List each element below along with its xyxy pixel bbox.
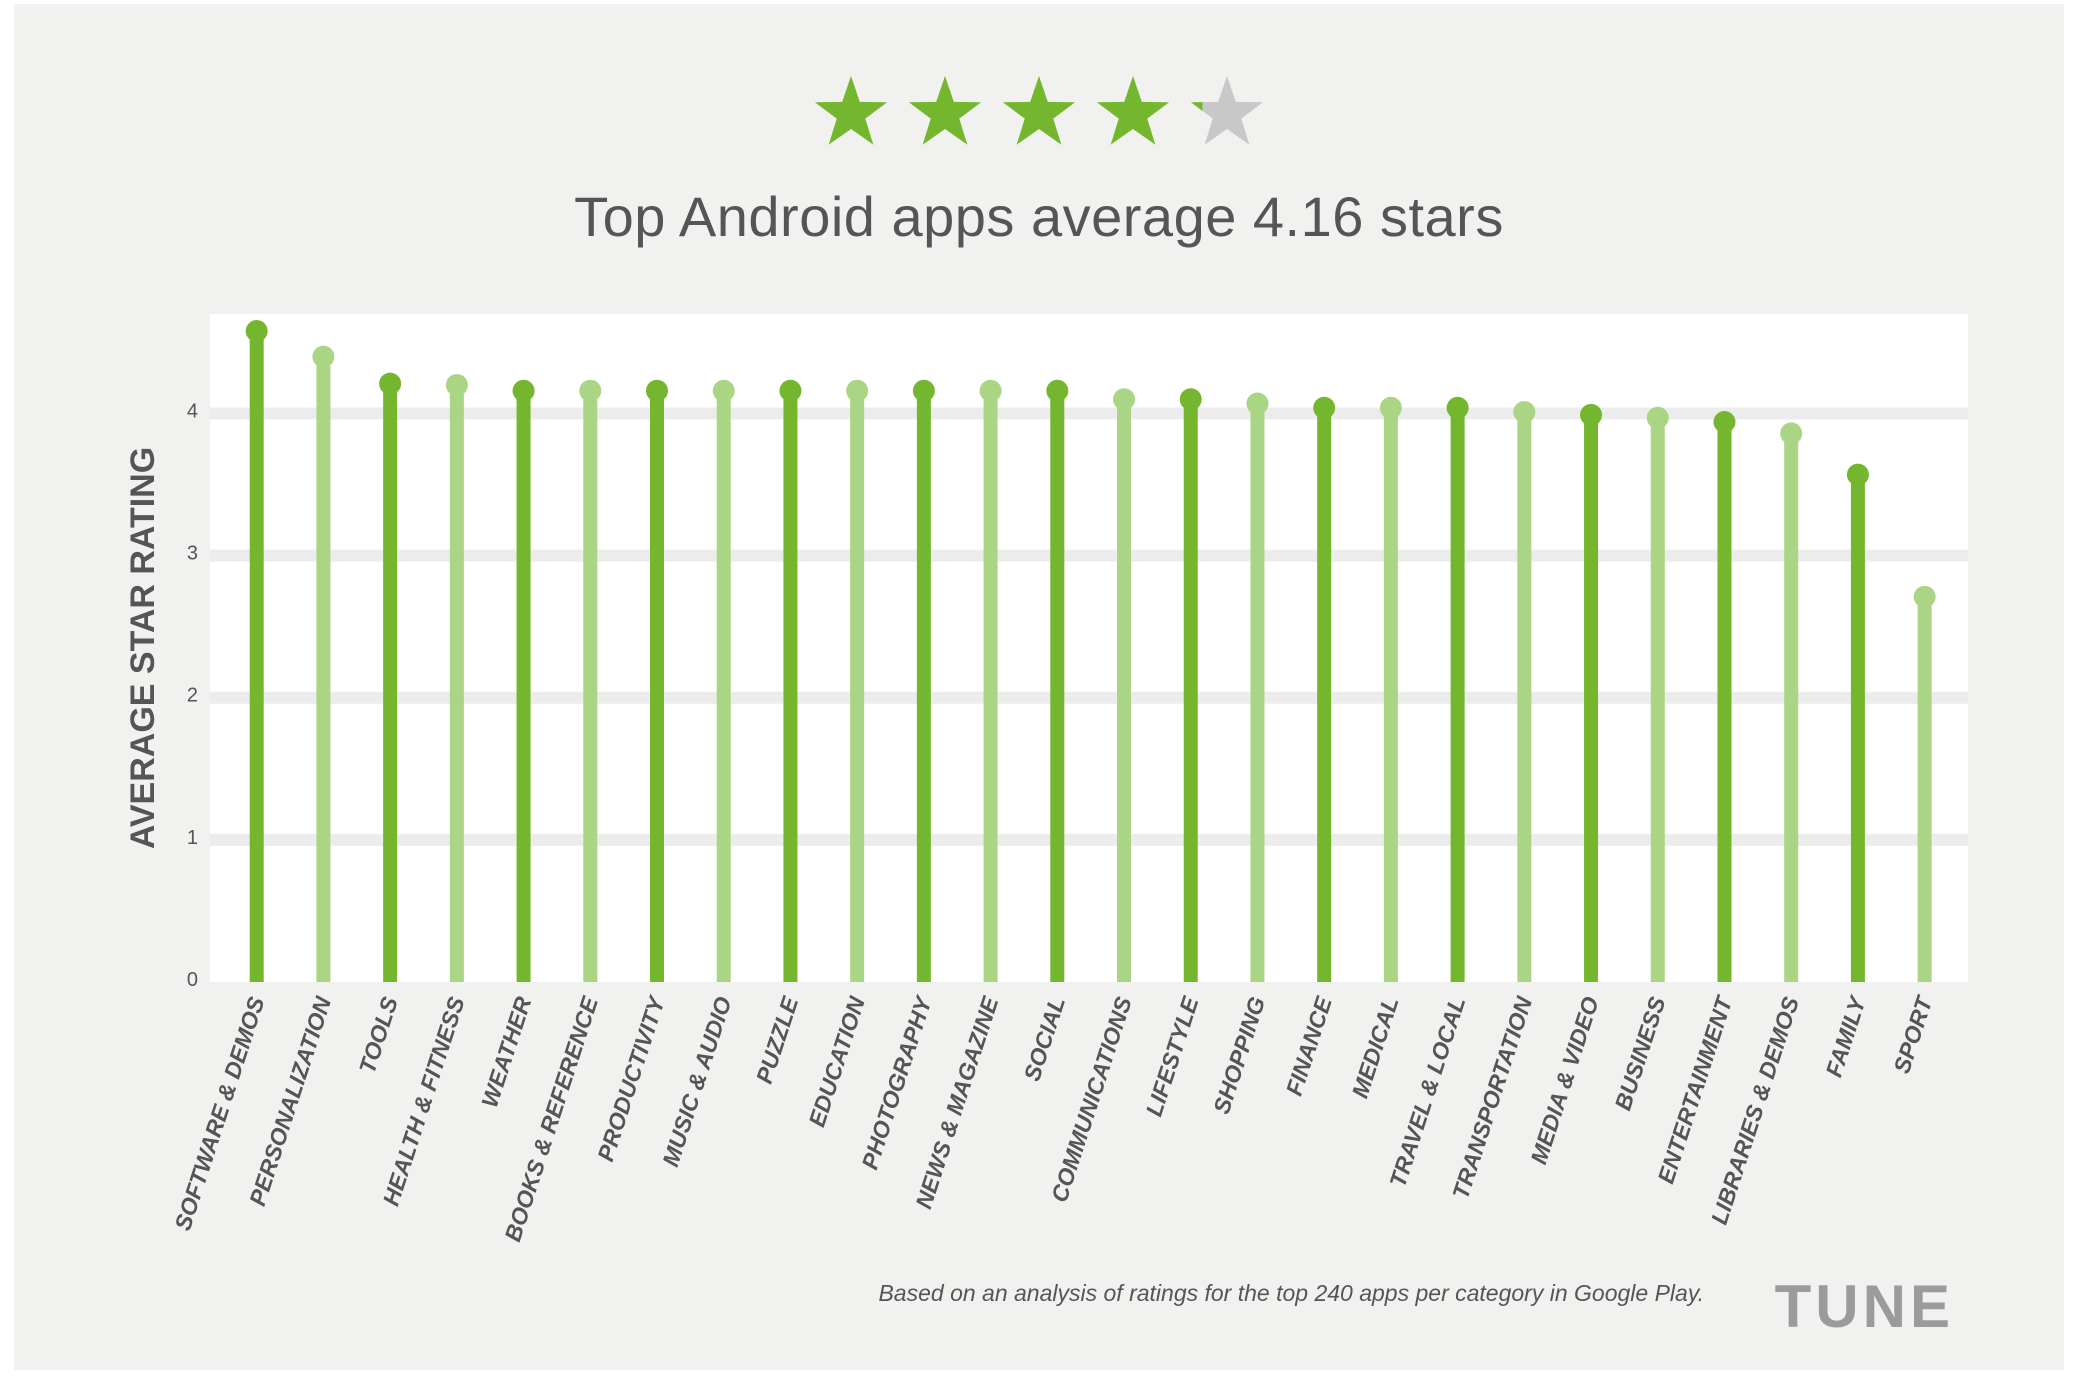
star-icon: [814, 76, 888, 145]
lollipop-dot: [445, 374, 468, 397]
lollipop-dot: [1379, 396, 1402, 419]
y-tick-label: 1: [187, 827, 198, 849]
lollipop-dot: [1580, 403, 1603, 426]
x-tick-label: MUSIC & AUDIO: [657, 993, 736, 1169]
x-tick-label: BUSINESS: [1609, 993, 1670, 1113]
plot-area: [210, 314, 1968, 982]
lollipop-dot: [579, 379, 602, 402]
chart-title: Top Android apps average 4.16 stars: [574, 185, 1504, 248]
y-tick-label: 2: [187, 685, 198, 707]
x-tick-label: FINANCE: [1281, 993, 1338, 1099]
x-tick-label: SPORT: [1888, 992, 1938, 1077]
x-tick-label: PRODUCTIVITY: [592, 991, 670, 1164]
y-tick-label: 4: [187, 400, 198, 422]
x-tick-label: MEDICAL: [1347, 994, 1404, 1102]
star-icon: [1002, 76, 1076, 145]
lollipop-dot: [1113, 388, 1136, 411]
infographic-card: Top Android apps average 4.16 stars 0 1 2 3…: [14, 4, 2064, 1370]
x-tick-label: SOCIAL: [1018, 994, 1070, 1085]
y-tick-label: 3: [187, 543, 198, 565]
lollipop-dot: [779, 379, 802, 402]
gridline: [210, 833, 1968, 846]
x-tick-label: TOOLS: [354, 993, 403, 1077]
star-icon: [1190, 76, 1264, 145]
lollipop-dot: [312, 345, 335, 368]
lollipop-dot: [1446, 396, 1469, 419]
lollipop-dot: [512, 379, 535, 402]
lollipop-dot: [379, 372, 402, 395]
star-rating-display: [14, 74, 2064, 150]
star-icon: [908, 76, 982, 145]
lollipop-dot: [245, 320, 268, 343]
x-tick-label: FAMILY: [1820, 991, 1871, 1080]
x-tick-label: SHOPPING: [1208, 993, 1270, 1117]
lollipop-dot: [1179, 388, 1202, 411]
x-tick-label: PUZZLE: [751, 993, 804, 1087]
star-icon: [1096, 76, 1170, 145]
lollipop-dot: [1246, 392, 1269, 415]
lollipop-dot: [979, 379, 1002, 402]
lollipop-dot: [1780, 422, 1803, 445]
lollipop-dot: [1513, 401, 1536, 424]
y-axis-label: AVERAGE STAR RATING: [124, 447, 162, 849]
gridline: [210, 549, 1968, 562]
gridline: [210, 407, 1968, 420]
lollipop-dot: [1646, 406, 1669, 429]
lollipop-dot: [712, 379, 735, 402]
x-tick-label: PHOTOGRAPHY: [856, 991, 937, 1173]
x-tick-label: MEDIA & VIDEO: [1525, 993, 1604, 1167]
lollipop-dot: [1713, 411, 1736, 434]
lollipop-dot: [1913, 585, 1936, 608]
lollipop-dot: [846, 379, 869, 402]
lollipop-dot: [646, 379, 669, 402]
x-tick-label: WEATHER: [476, 993, 536, 1110]
lollipop-dot: [1846, 463, 1869, 486]
y-tick-label: 0: [187, 969, 198, 991]
tune-logo: TUNE: [1774, 1273, 1954, 1340]
lollipop-dot: [912, 379, 935, 402]
lollipop-dot: [1313, 396, 1336, 419]
x-tick-label: EDUCATION: [803, 993, 870, 1130]
x-tick-label: LIFESTYLE: [1140, 993, 1203, 1120]
lollipop-dot: [1046, 379, 1069, 402]
gridline: [210, 691, 1968, 704]
footnote: Based on an analysis of ratings for the …: [878, 1280, 1704, 1306]
